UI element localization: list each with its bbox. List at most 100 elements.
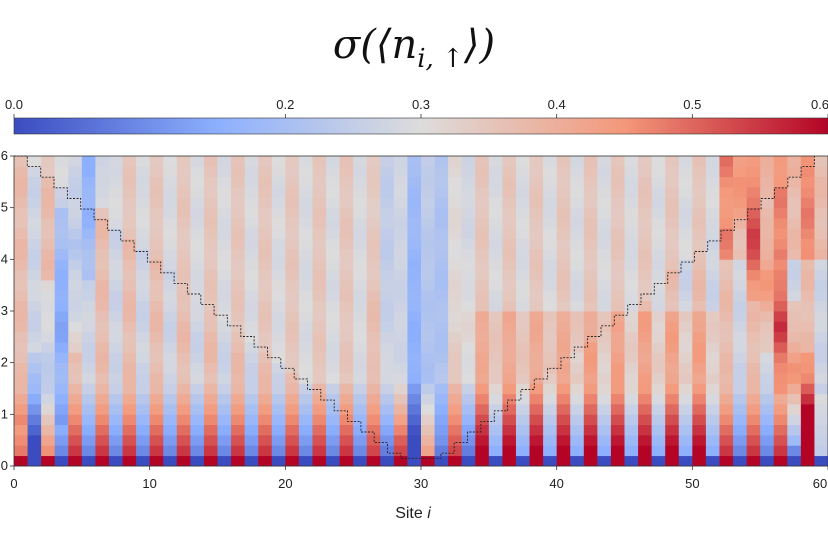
heatmap-cell [217, 331, 232, 343]
heatmap-cell [543, 383, 558, 395]
heatmap-cell [271, 187, 286, 198]
heatmap-cell [448, 321, 463, 333]
heatmap-cell [461, 342, 476, 353]
heatmap-cell [366, 393, 381, 405]
colorbar-tick-label: 0.4 [548, 97, 566, 112]
y-tick-label: 4 [1, 251, 8, 266]
heatmap-cell [733, 373, 747, 384]
heatmap-cell [217, 424, 232, 436]
heatmap-cell [800, 207, 815, 219]
colorbar-tick-label: 0.5 [683, 97, 701, 112]
heatmap-cell [190, 300, 205, 312]
heatmap-cell [326, 445, 340, 457]
heatmap-cell [624, 300, 639, 312]
heatmap-cell [556, 362, 571, 374]
heatmap-cell [298, 166, 313, 178]
heatmap-cell [353, 269, 368, 281]
heatmap-cell [149, 207, 164, 219]
heatmap-cell [339, 249, 354, 260]
heatmap-cell [692, 269, 707, 281]
heatmap-cell [665, 218, 680, 229]
heatmap-cell [692, 207, 707, 219]
heatmap-cell [190, 249, 205, 260]
heatmap-cell [556, 342, 571, 353]
heatmap-cell [773, 373, 788, 384]
heatmap-cell [27, 176, 42, 188]
heatmap-cell [244, 455, 259, 467]
heatmap-cell [597, 321, 612, 333]
heatmap-cell [556, 424, 571, 436]
heatmap-cell [380, 176, 395, 188]
heatmap-cell [678, 249, 693, 260]
heatmap-cell [380, 362, 395, 374]
heatmap-cell [583, 414, 598, 426]
heatmap-cell [638, 424, 653, 436]
heatmap-cell [488, 269, 503, 281]
heatmap-cell [421, 269, 435, 281]
heatmap-cell [488, 435, 503, 446]
heatmap-cell [81, 455, 96, 467]
heatmap-cell [678, 352, 693, 364]
heatmap-cell [326, 166, 340, 178]
heatmap-cell [393, 228, 408, 240]
heatmap-cell [692, 197, 707, 209]
heatmap-cell [271, 321, 286, 333]
heatmap-cell [746, 269, 761, 281]
title-prefix: σ(⟨ [332, 22, 392, 68]
heatmap-cell [203, 166, 218, 178]
heatmap-cell [244, 207, 259, 219]
heatmap-cell [68, 290, 83, 302]
heatmap-cell [597, 290, 612, 302]
heatmap-cell [312, 218, 327, 229]
heatmap-cell [217, 269, 232, 281]
heatmap-cell [353, 445, 368, 457]
heatmap-cell [556, 331, 571, 343]
heatmap-cell [122, 280, 137, 291]
heatmap-cell [108, 197, 123, 209]
heatmap-cell [678, 393, 693, 405]
heatmap-cell [81, 445, 96, 457]
heatmap-cell [244, 269, 259, 281]
heatmap-cell [326, 373, 340, 384]
heatmap-cell [814, 259, 828, 271]
heatmap-cell [258, 280, 273, 291]
heatmap-cell [421, 383, 435, 395]
heatmap-cell [231, 404, 246, 415]
heatmap-cell [502, 176, 517, 188]
heatmap-cell [312, 404, 327, 415]
heatmap-cell [773, 207, 788, 219]
heatmap-cell [149, 352, 164, 364]
heatmap-cell [814, 352, 828, 364]
heatmap-cell [271, 404, 286, 415]
heatmap-cell [203, 383, 218, 395]
heatmap-cell [638, 280, 653, 291]
heatmap-cell [597, 218, 612, 229]
heatmap-cell [448, 207, 463, 219]
heatmap-cell [461, 383, 476, 395]
heatmap-cell [448, 156, 463, 167]
heatmap-cell [326, 362, 340, 374]
heatmap-cell [81, 435, 96, 446]
heatmap-cell [231, 352, 246, 364]
heatmap-cell [149, 290, 164, 302]
heatmap-cell [81, 331, 96, 343]
heatmap-cell [326, 404, 340, 415]
heatmap-cell [163, 445, 178, 457]
heatmap-cell [380, 445, 395, 457]
heatmap-cell [570, 249, 585, 260]
heatmap-cell [407, 455, 422, 467]
heatmap-cell [421, 300, 435, 312]
heatmap-cell [81, 259, 96, 271]
heatmap-cell [393, 362, 408, 374]
heatmap-cell [14, 393, 28, 405]
heatmap-cell [231, 373, 246, 384]
heatmap-cell [285, 311, 300, 322]
heatmap-cell [760, 290, 775, 302]
heatmap-cell [760, 238, 775, 250]
heatmap-cell [217, 383, 232, 395]
heatmap-cell [380, 414, 395, 426]
heatmap-cell [448, 342, 463, 353]
heatmap-cell [597, 238, 612, 250]
heatmap-cell [746, 176, 761, 188]
heatmap-cell [95, 435, 110, 446]
